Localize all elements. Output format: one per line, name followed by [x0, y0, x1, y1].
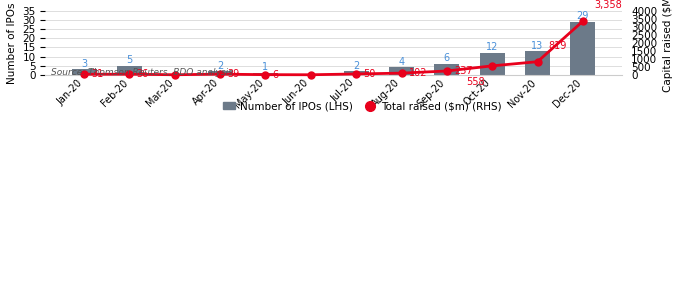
- Text: 13: 13: [531, 41, 543, 50]
- Text: 1: 1: [262, 62, 269, 72]
- Bar: [71, 69, 97, 75]
- Text: 819: 819: [549, 41, 567, 51]
- Bar: [389, 67, 414, 75]
- Text: 5: 5: [126, 55, 133, 65]
- Text: 3,358: 3,358: [594, 0, 622, 10]
- Bar: [117, 66, 142, 75]
- Text: 50: 50: [363, 69, 375, 79]
- Text: 237: 237: [454, 66, 473, 76]
- Y-axis label: Capital raised ($M): Capital raised ($M): [663, 0, 673, 92]
- Text: 39: 39: [227, 69, 239, 79]
- Text: 102: 102: [409, 68, 427, 78]
- Bar: [525, 51, 550, 75]
- Bar: [207, 71, 233, 75]
- Bar: [479, 53, 505, 75]
- Bar: [435, 64, 459, 75]
- Legend: Number of IPOs (LHS), Total raised ($m) (RHS): Number of IPOs (LHS), Total raised ($m) …: [218, 97, 506, 115]
- Text: 2: 2: [217, 60, 223, 71]
- Bar: [571, 22, 596, 75]
- Bar: [253, 73, 278, 75]
- Text: 6: 6: [273, 70, 279, 80]
- Text: 558: 558: [466, 77, 486, 87]
- Text: 12: 12: [486, 42, 498, 52]
- Bar: [343, 71, 369, 75]
- Text: 4: 4: [398, 57, 405, 67]
- Text: 6: 6: [444, 53, 450, 63]
- Text: 2: 2: [353, 60, 359, 71]
- Text: Source: Thomson Reuters, BDO analysis: Source: Thomson Reuters, BDO analysis: [51, 68, 233, 77]
- Text: 36: 36: [137, 69, 149, 79]
- Text: 3: 3: [81, 59, 87, 69]
- Text: 29: 29: [577, 11, 589, 21]
- Text: 31: 31: [91, 69, 103, 79]
- Y-axis label: Number of IPOs: Number of IPOs: [7, 2, 17, 84]
